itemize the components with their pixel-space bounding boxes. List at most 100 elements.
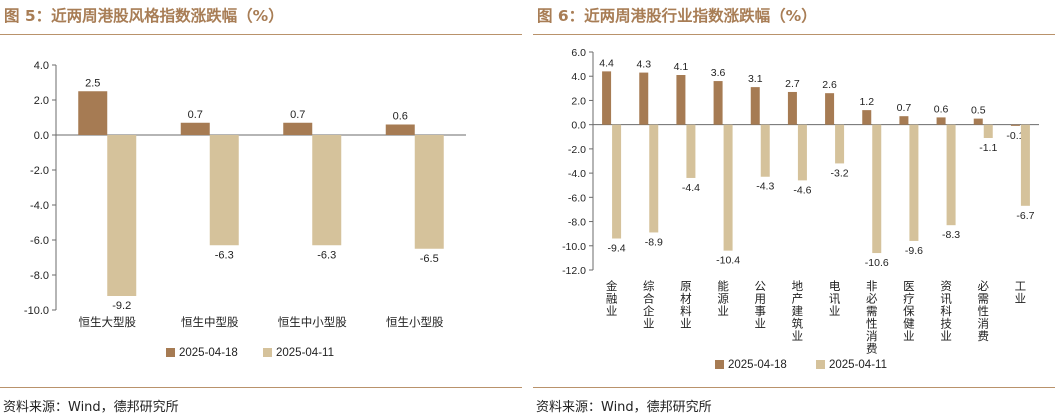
left-data-label: -9.2 <box>112 300 131 312</box>
right-data-label: -3.2 <box>831 167 849 179</box>
left-bar-s2 <box>312 135 342 246</box>
right-chart-title: 图 6：近两周港股行业指数涨跌幅（%） <box>537 7 817 25</box>
right-bar-s2 <box>649 124 659 233</box>
left-legend-label: 2025-04-11 <box>276 347 334 359</box>
right-bar-s2 <box>909 124 919 241</box>
left-data-label: -6.3 <box>215 249 234 261</box>
right-legend-swatch <box>816 360 825 369</box>
left-bar-chart: 4.0 2.0 0.0 -2.0 -4.0 -6.0 -8.0 -10.0 2.5 -9.2 恒生大… <box>24 60 466 359</box>
left-y-tick-label: 2.0 <box>34 95 49 107</box>
right-category-label: 工业 <box>1013 280 1027 305</box>
right-category-label: 必需性消费 <box>976 280 990 343</box>
left-source-note: 资料来源：Wind，德邦研究所 <box>3 400 179 415</box>
right-bar-s1 <box>825 93 835 125</box>
left-chart-title: 图 5：近两周港股风格指数涨跌幅（%） <box>4 7 284 25</box>
left-legend-swatch <box>263 348 272 357</box>
right-data-label: -1.1 <box>979 142 997 154</box>
left-data-label: 2.5 <box>85 77 100 89</box>
right-bar-s1 <box>936 117 946 125</box>
left-data-label: -6.5 <box>420 253 439 265</box>
right-bar-s2 <box>835 124 845 164</box>
right-y-tick-label: 4.0 <box>571 71 586 83</box>
right-category-label: 地产建筑业 <box>790 280 804 343</box>
right-data-label: -8.3 <box>942 229 960 241</box>
left-legend-label: 2025-04-18 <box>179 347 238 359</box>
left-bar-s1 <box>385 124 415 135</box>
right-data-label: -0.1 <box>1006 130 1024 142</box>
right-legend-swatch <box>715 360 724 369</box>
right-y-tick-label: -10.0 <box>562 241 586 253</box>
right-bar-s2 <box>983 124 993 138</box>
right-data-label: -9.4 <box>608 243 626 255</box>
right-category-label: 公用事业 <box>753 280 767 330</box>
right-bar-s2 <box>686 124 696 178</box>
right-category-label: 资讯科技业 <box>939 280 953 343</box>
right-bar-s1 <box>862 110 872 125</box>
right-data-label: -9.6 <box>905 245 923 257</box>
right-data-label: 3.1 <box>748 73 763 85</box>
right-bar-s2 <box>760 124 770 177</box>
left-y-tick-label: -10.0 <box>24 305 49 317</box>
right-y-tick-label: -4.0 <box>568 168 586 180</box>
right-data-label: -4.6 <box>793 184 811 196</box>
left-category-label: 恒生中小型股 <box>278 315 347 329</box>
right-bar-s1 <box>899 116 909 125</box>
right-data-label: 0.5 <box>971 105 986 117</box>
right-source-note: 资料来源：Wind，德邦研究所 <box>536 400 712 415</box>
left-source-rule <box>0 387 522 388</box>
left-bar-s1 <box>180 122 210 135</box>
right-bar-s2 <box>1020 124 1030 206</box>
right-data-label: 4.1 <box>674 61 689 73</box>
left-y-tick-label: 4.0 <box>34 60 49 72</box>
left-bar-s2 <box>209 135 239 246</box>
left-y-tick-label: -6.0 <box>30 235 49 247</box>
left-data-label: 0.6 <box>393 111 408 123</box>
right-data-label: 0.7 <box>897 102 912 114</box>
right-legend-label: 2025-04-11 <box>829 359 887 371</box>
right-data-label: 0.6 <box>934 103 949 115</box>
left-bar-s2 <box>107 135 137 296</box>
right-y-tick-label: -12.0 <box>562 265 586 277</box>
right-y-tick-label: 0.0 <box>571 120 586 132</box>
left-y-tick-label: -4.0 <box>30 200 49 212</box>
right-bar-s1 <box>676 75 686 125</box>
right-bar-s2 <box>723 124 733 251</box>
right-chart-panel: 图 6：近两周港股行业指数涨跌幅（%） 6.0 4.0 2.0 0.0 -2.0 -4.0… <box>533 0 1055 418</box>
left-y-tick-label: -2.0 <box>30 165 49 177</box>
left-category-label: 恒生中型股 <box>181 315 239 329</box>
right-data-label: 4.4 <box>599 57 614 69</box>
right-y-tick-label: -6.0 <box>568 192 586 204</box>
left-y-tick-label: 0.0 <box>34 130 49 142</box>
left-title-rule <box>0 34 522 35</box>
left-data-label: 0.7 <box>188 109 203 121</box>
right-data-label: 2.6 <box>822 79 837 91</box>
right-category-label: 电讯业 <box>828 280 842 318</box>
right-bar-s1 <box>639 72 649 125</box>
left-category-label: 恒生大型股 <box>79 315 137 329</box>
right-category-label: 综合企业 <box>642 279 656 330</box>
right-bar-s1 <box>713 81 723 125</box>
left-bar-s2 <box>414 135 444 249</box>
right-bar-s1 <box>973 118 983 125</box>
right-y-tick-label: 6.0 <box>571 47 586 59</box>
right-source-rule <box>533 387 1055 388</box>
right-data-label: 2.7 <box>785 78 800 90</box>
right-data-label: 1.2 <box>859 96 874 108</box>
right-y-tick-label: -2.0 <box>568 144 586 156</box>
right-bar-chart: 6.0 4.0 2.0 0.0 -2.0 -4.0 -6.0 -8.0 -10.0 -12.0 4.… <box>562 47 1039 371</box>
right-bar-s1 <box>750 87 760 125</box>
right-data-label: -4.4 <box>682 182 700 194</box>
left-data-label: -6.3 <box>317 249 336 261</box>
right-category-label: 金融业 <box>605 279 619 317</box>
right-category-label: 医疗保健业 <box>902 280 916 343</box>
right-title-rule <box>533 34 1055 35</box>
left-bar-s1 <box>283 122 313 135</box>
right-data-label: -10.4 <box>716 255 740 267</box>
right-category-label: 能源业 <box>716 279 730 317</box>
right-bar-s2 <box>797 124 807 181</box>
right-data-label: -4.3 <box>756 181 774 193</box>
right-bar-s2 <box>612 124 622 239</box>
left-category-label: 恒生小型股 <box>386 315 444 329</box>
right-bar-s1 <box>602 71 612 125</box>
left-chart-panel: 图 5：近两周港股风格指数涨跌幅（%） 4.0 2.0 0.0 -2.0 -4.0 -6.… <box>0 0 522 418</box>
